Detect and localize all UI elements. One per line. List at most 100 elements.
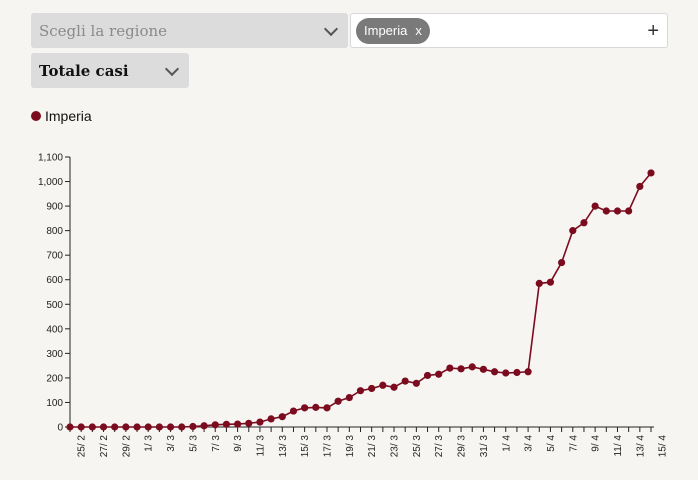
data-point (278, 413, 286, 421)
data-point (200, 422, 208, 430)
data-point (524, 368, 532, 376)
data-point (435, 370, 443, 378)
data-point (356, 387, 365, 395)
x-tick-label: 13/ 3 (278, 435, 289, 458)
data-point (233, 420, 242, 428)
data-point (625, 207, 633, 215)
legend-label: Imperia (45, 108, 92, 124)
x-tick-label: 9/ 3 (233, 435, 244, 452)
data-point (334, 397, 342, 405)
x-tick-label: 29/ 3 (457, 435, 468, 458)
x-tick-label: 17/ 3 (322, 435, 333, 458)
x-tick-label: 3/ 3 (166, 435, 177, 452)
data-point (77, 423, 85, 431)
y-tick-label: 200 (46, 373, 63, 384)
data-point (289, 407, 298, 415)
x-tick-label: 1/ 4 (501, 435, 512, 452)
remove-tag-button[interactable]: x (415, 23, 422, 38)
data-point (591, 202, 599, 210)
data-point (490, 368, 499, 376)
data-point (189, 422, 197, 431)
region-tags-input[interactable]: Imperia x + (350, 13, 668, 48)
y-tick-label: 500 (46, 300, 63, 311)
x-tick-label: 21/ 3 (367, 435, 378, 458)
data-point (211, 421, 219, 429)
data-point (379, 381, 387, 389)
metric-select-value: Totale casi (39, 62, 129, 80)
x-tick-label: 3/ 4 (524, 435, 535, 452)
region-select-placeholder: Scegli la regione (39, 22, 168, 40)
data-point (602, 207, 610, 215)
x-tick-label: 1/ 3 (144, 435, 155, 452)
x-tick-label: 23/ 3 (390, 435, 401, 458)
data-point (513, 368, 521, 377)
region-tag: Imperia x (356, 18, 430, 44)
data-point (390, 383, 398, 391)
data-point (88, 423, 96, 431)
data-point (636, 182, 644, 191)
y-tick-label: 600 (46, 275, 63, 286)
data-point (546, 278, 555, 286)
region-tag-label: Imperia (364, 23, 408, 38)
data-point (245, 419, 253, 427)
y-tick-label: 700 (46, 251, 63, 262)
data-point (267, 415, 275, 423)
data-point (166, 423, 175, 431)
data-point (345, 393, 353, 402)
x-tick-label: 7/ 4 (568, 435, 579, 452)
y-tick-label: 100 (46, 398, 63, 409)
data-point (401, 377, 409, 385)
x-tick-label: 27/ 2 (99, 435, 110, 458)
y-tick-label: 300 (46, 349, 63, 360)
x-tick-label: 5/ 4 (546, 435, 557, 452)
add-region-button[interactable]: + (647, 20, 659, 42)
x-tick-label: 31/ 3 (479, 435, 490, 458)
data-point (256, 418, 264, 426)
data-point (457, 365, 465, 373)
data-point (144, 423, 152, 431)
x-tick-label: 27/ 3 (434, 435, 445, 458)
x-tick-label: 29/ 2 (121, 435, 132, 458)
y-tick-label: 1,100 (38, 153, 63, 164)
y-tick-label: 1,000 (38, 177, 63, 188)
data-point (178, 423, 186, 431)
data-point (66, 423, 74, 431)
x-tick-label: 7/ 3 (211, 435, 222, 452)
data-point (111, 423, 119, 431)
data-point (412, 379, 420, 387)
x-tick-label: 11/ 3 (255, 435, 266, 457)
x-tick-label: 15/ 3 (300, 435, 311, 458)
metric-select[interactable]: Totale casi (31, 53, 189, 88)
x-tick-label: 9/ 4 (591, 435, 602, 452)
data-point (423, 371, 432, 380)
legend-dot (31, 111, 41, 121)
data-point (479, 365, 488, 373)
data-point (569, 227, 577, 235)
data-point (558, 258, 566, 267)
x-tick-label: 15/ 4 (658, 435, 669, 458)
data-point (647, 169, 655, 177)
x-tick-label: 19/ 3 (345, 435, 356, 458)
data-point (446, 364, 454, 372)
x-tick-label: 5/ 3 (188, 435, 199, 452)
x-tick-label: 13/ 4 (635, 435, 646, 458)
data-point (222, 420, 231, 428)
data-point (133, 423, 141, 431)
data-point (122, 423, 130, 431)
data-point (301, 404, 309, 412)
x-tick-label: 25/ 3 (412, 435, 423, 458)
data-point (312, 403, 320, 411)
data-point (323, 404, 331, 412)
region-select[interactable]: Scegli la regione (31, 13, 348, 48)
x-tick-label: 11/ 4 (613, 435, 624, 457)
y-tick-label: 900 (46, 202, 63, 213)
data-point (468, 363, 476, 371)
x-tick-label: 25/ 2 (77, 435, 88, 458)
data-point (368, 384, 376, 393)
chart-legend: Imperia (31, 108, 92, 124)
y-tick-label: 0 (57, 423, 63, 434)
data-point (155, 423, 163, 431)
data-point (502, 369, 510, 377)
data-point (99, 423, 108, 431)
